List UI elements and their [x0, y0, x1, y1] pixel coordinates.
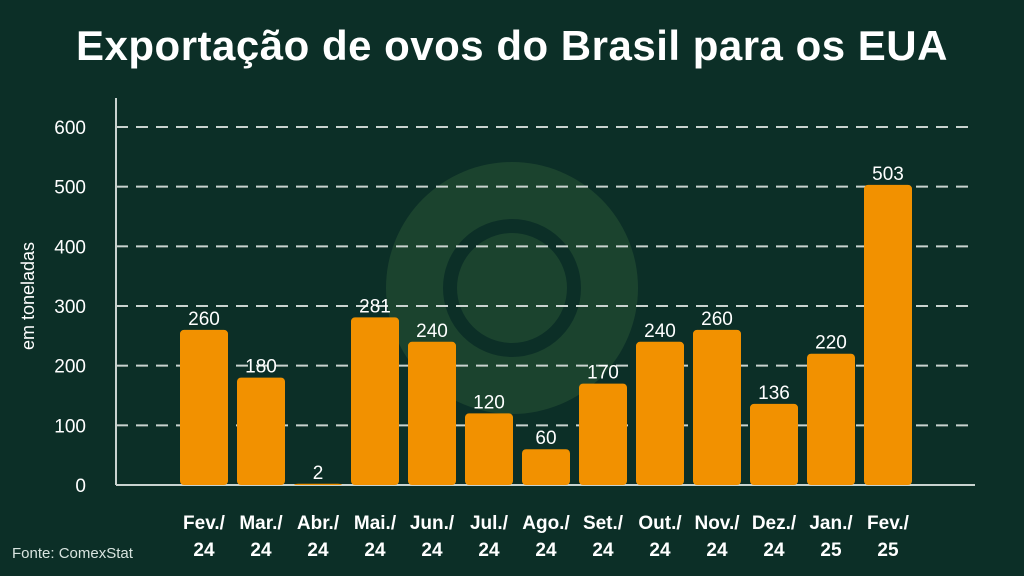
x-tick-label: Dez./	[752, 513, 797, 534]
bar	[579, 383, 627, 485]
source-note: Fonte: ComexStat	[12, 545, 133, 562]
x-tick-label: Abr./	[297, 513, 340, 534]
x-tick-label: 24	[307, 540, 329, 561]
bar	[693, 329, 741, 485]
bar	[408, 341, 456, 485]
y-tick-label: 600	[54, 118, 86, 139]
x-tick-label: Set./	[583, 513, 624, 534]
bar	[237, 377, 285, 485]
data-label: 120	[473, 392, 505, 413]
data-label: 281	[359, 296, 391, 317]
data-label: 260	[701, 309, 733, 330]
x-tick-label: Fev./	[183, 513, 226, 534]
x-tick-label: Mai./	[354, 513, 397, 534]
bar	[807, 353, 855, 485]
y-tick-label: 100	[54, 416, 86, 437]
data-label: 180	[245, 357, 277, 378]
data-label: 136	[758, 383, 790, 404]
data-label: 240	[416, 321, 448, 342]
bar	[522, 449, 570, 485]
x-tick-label: 24	[421, 540, 443, 561]
x-tick-label: Ago./	[522, 513, 570, 534]
x-tick-label: Jun./	[410, 513, 455, 534]
data-label: 240	[644, 321, 676, 342]
watermark-ring	[443, 219, 581, 357]
x-tick-label: 24	[706, 540, 728, 561]
x-tick-label: 24	[193, 540, 215, 561]
data-label: 503	[872, 164, 904, 185]
x-tick-label: 24	[250, 540, 272, 561]
x-tick-label: 25	[877, 540, 899, 561]
x-tick-label: 24	[478, 540, 500, 561]
x-tick-label: Mar./	[239, 513, 283, 534]
bar	[180, 329, 228, 485]
y-tick-label: 200	[54, 357, 86, 378]
x-tick-labels: Fev./ 24 Mar./ 24 Abr./ 24 Mai./ 24 Jun./ 24 Jul./…	[183, 513, 910, 561]
x-tick-label: 24	[364, 540, 386, 561]
x-tick-label: Jul./	[470, 513, 509, 534]
data-label: 170	[587, 363, 619, 384]
x-tick-label: 24	[592, 540, 614, 561]
bars	[180, 184, 912, 486]
bar	[636, 341, 684, 485]
bar	[750, 403, 798, 485]
y-tick-label: 500	[54, 178, 86, 199]
x-tick-label: Jan./	[809, 513, 853, 534]
data-label: 60	[535, 428, 556, 449]
y-tick-label: 300	[54, 297, 86, 318]
x-tick-label: 24	[535, 540, 557, 561]
x-tick-label: Out./	[638, 513, 682, 534]
data-label: 260	[188, 309, 220, 330]
y-tick-label: 400	[54, 237, 86, 258]
bar	[351, 317, 399, 485]
chart-title: Exportação de ovos do Brasil para os EUA	[76, 22, 948, 69]
bar	[465, 413, 513, 485]
data-label: 220	[815, 333, 847, 354]
bar	[294, 483, 342, 485]
data-labels: 260 180 2 281 240 120 60 170 240 260 136 220 503	[188, 164, 904, 484]
x-tick-label: 24	[649, 540, 671, 561]
y-tick-labels: 0 100 200 300 400 500 600	[54, 118, 86, 497]
x-tick-label: 24	[763, 540, 785, 561]
x-tick-label: 25	[820, 540, 842, 561]
y-axis-label: em toneladas	[18, 242, 38, 350]
data-label: 2	[313, 463, 324, 484]
x-tick-label: Fev./	[867, 513, 910, 534]
y-tick-label: 0	[75, 476, 86, 497]
x-tick-label: Nov./	[694, 513, 740, 534]
bar	[864, 184, 912, 486]
